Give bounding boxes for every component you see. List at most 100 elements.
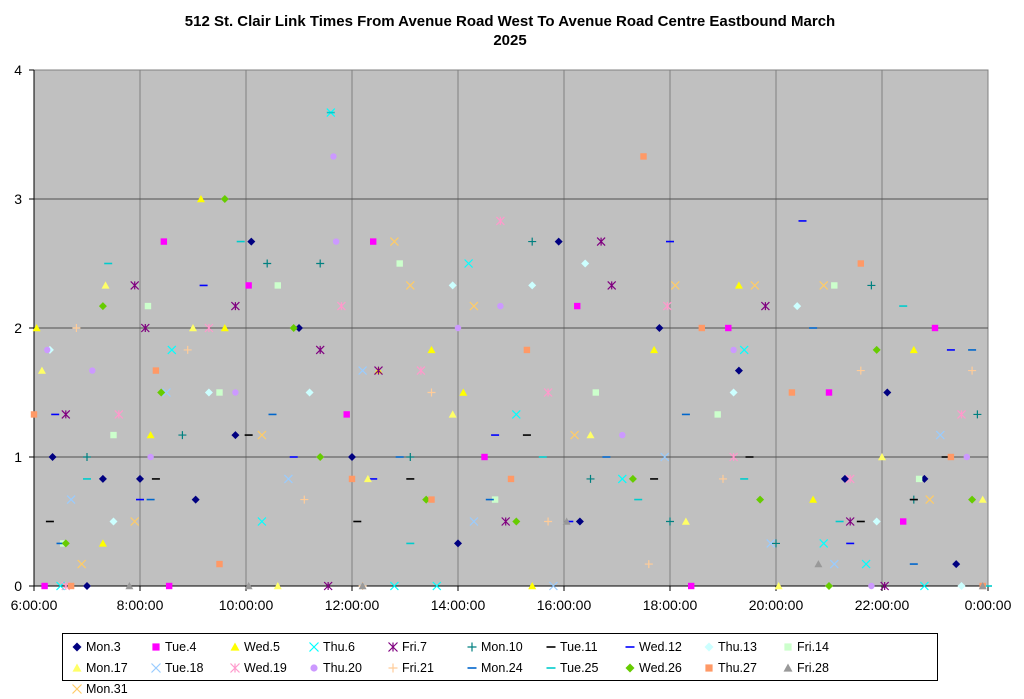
data-point — [766, 539, 776, 548]
legend-item: Tue.25 — [545, 657, 624, 678]
data-point — [619, 431, 626, 439]
y-tick-label: 3 — [14, 191, 22, 207]
data-point — [295, 324, 303, 332]
legend-item: Fri.7 — [387, 636, 466, 657]
legend-marker-icon — [72, 642, 82, 651]
data-point — [83, 453, 91, 461]
data-point — [760, 301, 770, 311]
data-point — [216, 389, 223, 396]
legend-marker-icon — [704, 642, 714, 651]
legend-label: Wed.12 — [639, 639, 682, 654]
data-point — [454, 539, 462, 548]
x-tick-label: 16:00:00 — [537, 597, 592, 613]
data-point — [491, 496, 499, 503]
data-point — [788, 389, 796, 396]
x-tick-label: 12:00:00 — [325, 597, 380, 613]
series-tue-11 — [45, 434, 950, 523]
legend-label: Fri.7 — [402, 639, 427, 654]
data-point — [44, 346, 51, 354]
series-wed-19 — [61, 216, 966, 591]
data-point — [428, 496, 435, 503]
series-tue-18 — [66, 366, 945, 591]
legend-marker-icon — [783, 663, 793, 672]
data-point — [714, 411, 721, 418]
data-point — [655, 324, 664, 332]
data-point — [67, 582, 75, 590]
scatter-plot: 6:00:00 8:00:00 10:00:00 12:00:00 14:00:00 16… — [11, 62, 1012, 613]
x-tick-label: 8:00:00 — [117, 597, 164, 613]
legend-marker-icon — [784, 642, 792, 651]
data-point — [448, 410, 457, 418]
legend-item: Mon.10 — [466, 636, 545, 657]
data-point — [730, 346, 737, 354]
data-point — [396, 260, 403, 267]
data-point — [734, 366, 743, 375]
data-point — [323, 581, 333, 591]
data-point — [204, 388, 213, 397]
legend-label: Mon.24 — [481, 660, 523, 675]
data-point — [374, 366, 383, 375]
data-point — [125, 582, 134, 590]
data-point — [809, 495, 818, 503]
data-point — [501, 517, 511, 526]
series-mon-24 — [56, 327, 977, 565]
data-point — [216, 560, 223, 568]
data-point — [144, 302, 152, 310]
legend-marker-icon — [72, 663, 82, 672]
data-point — [336, 301, 346, 311]
data-point — [89, 367, 96, 374]
data-point — [245, 282, 252, 289]
series-tue-25 — [83, 111, 992, 587]
series-mon-17 — [37, 281, 987, 590]
y-tick-label: 4 — [14, 62, 22, 78]
y-tick-label: 0 — [14, 578, 22, 594]
legend-item: Tue.11 — [545, 636, 624, 657]
data-point — [257, 517, 267, 526]
data-point — [363, 474, 372, 483]
data-point — [596, 237, 606, 246]
data-point — [681, 517, 690, 525]
data-point — [459, 388, 468, 396]
legend-marker-icon — [625, 663, 635, 672]
data-point — [825, 389, 833, 396]
legend-marker-icon — [230, 662, 240, 673]
legend-item: Mon.3 — [71, 636, 150, 657]
legend-label: Tue.18 — [165, 660, 204, 675]
data-point — [37, 366, 46, 374]
data-point — [165, 582, 173, 590]
data-point — [628, 474, 637, 483]
data-point — [83, 582, 91, 590]
data-point — [160, 238, 168, 245]
series-tue-4 — [41, 238, 939, 590]
data-point — [528, 582, 537, 590]
data-point — [772, 539, 780, 548]
data-point — [868, 582, 875, 590]
data-point — [109, 517, 118, 526]
data-point — [900, 518, 907, 525]
data-point — [666, 517, 674, 526]
data-point — [432, 581, 442, 591]
data-point — [316, 453, 325, 461]
data-point — [220, 195, 229, 203]
data-point — [167, 345, 177, 355]
data-point — [883, 388, 892, 397]
x-tick-label: 6:00:00 — [11, 597, 58, 613]
legend-item: Wed.5 — [229, 636, 308, 657]
legend-item: Tue.18 — [150, 657, 229, 678]
data-point — [305, 388, 314, 397]
data-point — [935, 430, 945, 440]
data-point — [952, 560, 961, 569]
legend-marker-icon — [310, 663, 318, 672]
data-point — [909, 345, 918, 354]
data-point — [575, 517, 584, 526]
data-point — [640, 153, 647, 160]
legend-label: Wed.26 — [639, 660, 682, 675]
data-point — [448, 281, 457, 290]
data-point — [729, 388, 738, 397]
legend-marker-icon — [388, 641, 398, 652]
data-point — [232, 389, 239, 396]
legend-item: Wed.26 — [624, 657, 703, 678]
data-point — [110, 431, 117, 439]
data-point — [416, 366, 426, 375]
chart-title-line2: 2025 — [493, 32, 527, 49]
